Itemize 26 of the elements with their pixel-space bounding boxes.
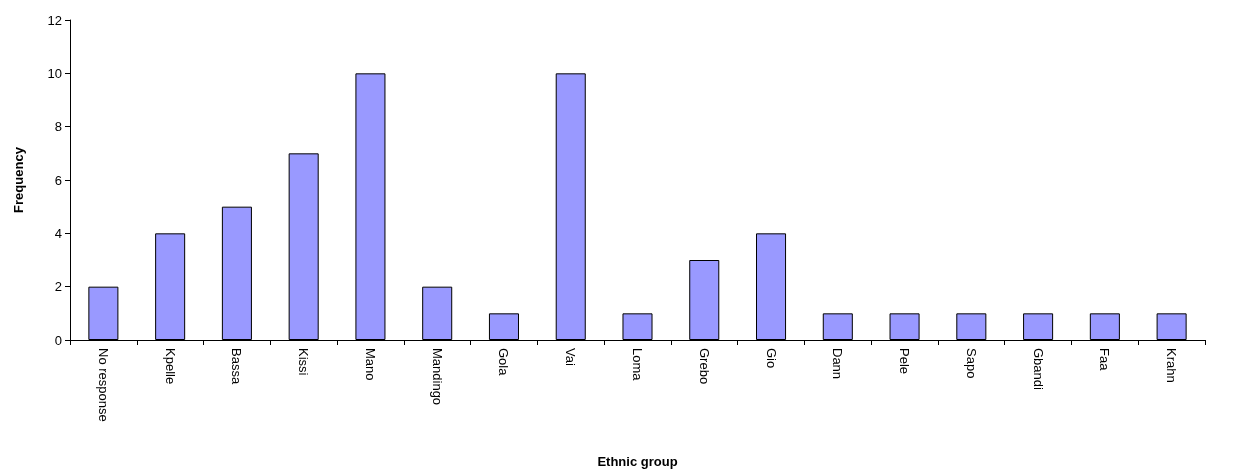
x-tick-label: No response <box>95 348 111 422</box>
y-tick-label: 2 <box>54 279 62 295</box>
x-tick-label: Sapo <box>963 348 979 379</box>
y-axis-title: Frequency <box>11 146 26 213</box>
x-tick-label: Gola <box>496 348 512 377</box>
x-tick-label: Grebo <box>696 348 712 385</box>
x-tick-label: Mandingo <box>429 348 445 406</box>
x-tick-label: Dann <box>830 348 846 380</box>
y-tick-label: 8 <box>54 119 62 135</box>
x-tick-label: Kissi <box>296 348 312 376</box>
y-tick-label: 12 <box>47 12 62 28</box>
x-tick-label: Kpelle <box>162 348 178 385</box>
x-tick-label: Faa <box>1097 348 1113 372</box>
y-tick-label: 6 <box>54 172 62 188</box>
x-tick-label: Bassa <box>229 348 245 385</box>
x-tick-label: Krahn <box>1164 348 1180 383</box>
x-tick-label: Gio <box>763 348 779 369</box>
y-tick-label: 10 <box>47 65 62 81</box>
y-tick-label: 0 <box>54 332 62 348</box>
x-tick-label: Pele <box>897 348 913 375</box>
y-tick-label: 4 <box>54 225 62 241</box>
x-tick-label: Vai <box>563 348 579 366</box>
x-tick-label: Loma <box>630 348 645 382</box>
x-axis-title: Ethnic group <box>597 454 678 469</box>
x-tick-label: Mano <box>362 348 378 381</box>
x-tick-label: Gbandi <box>1030 348 1046 391</box>
